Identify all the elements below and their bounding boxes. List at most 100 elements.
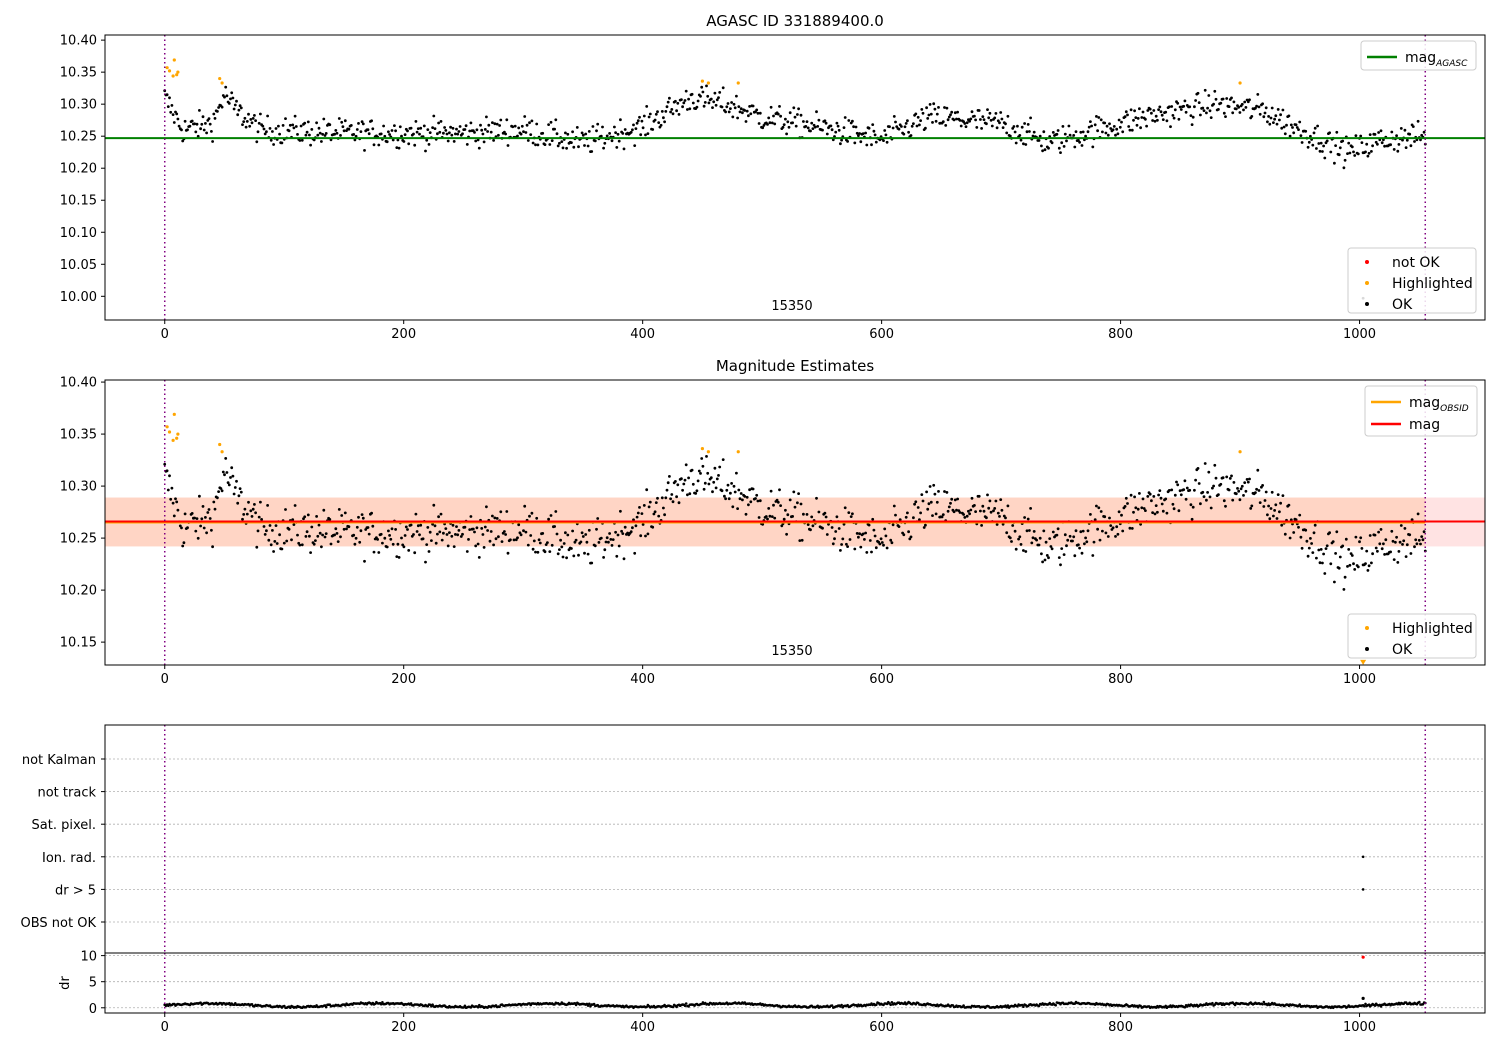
ok-point xyxy=(729,491,732,495)
ok-point xyxy=(1405,138,1409,142)
ok-point xyxy=(1097,506,1101,510)
ok-point xyxy=(943,490,946,493)
ok-point xyxy=(891,126,895,130)
ok-point xyxy=(1322,144,1325,148)
ok-point xyxy=(1323,156,1327,160)
ok-point xyxy=(316,133,320,137)
ok-point xyxy=(680,477,683,481)
ok-point xyxy=(641,126,645,130)
ok-point xyxy=(210,130,213,133)
ok-point xyxy=(761,522,765,526)
legend-box xyxy=(1360,40,1477,71)
ok-point xyxy=(473,131,476,134)
ok-point xyxy=(665,488,669,492)
ok-point xyxy=(726,483,730,487)
ok-point xyxy=(1322,552,1325,556)
ok-point xyxy=(805,513,809,516)
ok-point xyxy=(985,122,988,126)
ok-point xyxy=(1272,514,1275,518)
ok-point xyxy=(703,101,707,104)
ok-point xyxy=(1267,504,1270,508)
ok-point xyxy=(306,120,310,124)
ok-point xyxy=(1230,96,1233,100)
ok-point xyxy=(830,526,834,529)
ok-point xyxy=(1178,489,1182,493)
dr-point xyxy=(379,1002,383,1006)
ok-point xyxy=(1203,462,1207,465)
ok-point xyxy=(476,138,480,142)
ok-point xyxy=(756,499,760,503)
ok-point xyxy=(623,525,627,529)
ok-point xyxy=(1390,130,1394,134)
dr-point xyxy=(1262,1000,1266,1004)
ok-point xyxy=(468,129,472,133)
ok-point xyxy=(334,527,338,531)
y-tick-label: 10.15 xyxy=(60,194,97,209)
ok-point xyxy=(415,130,419,134)
ok-point xyxy=(648,500,652,504)
ok-point xyxy=(315,515,318,518)
ok-point xyxy=(871,123,875,126)
ok-point xyxy=(666,100,670,104)
ok-point xyxy=(181,544,185,548)
ok-point xyxy=(389,537,393,541)
ok-point xyxy=(909,535,913,539)
ok-point xyxy=(825,533,829,536)
ok-point xyxy=(1177,117,1181,121)
ok-point xyxy=(619,118,622,122)
ok-point xyxy=(266,504,269,507)
ok-point xyxy=(725,105,729,109)
ok-point xyxy=(1280,523,1284,527)
ok-point xyxy=(718,91,722,94)
ok-point xyxy=(956,497,959,501)
ok-point xyxy=(1311,551,1315,554)
ok-point xyxy=(395,555,399,558)
ok-point xyxy=(180,128,183,132)
ok-point xyxy=(489,530,493,533)
ok-point xyxy=(642,114,646,118)
x-tick-label: 1000 xyxy=(1343,672,1376,687)
ok-point xyxy=(1288,536,1292,540)
ok-point xyxy=(317,126,321,130)
ok-point xyxy=(1099,118,1103,122)
ok-point xyxy=(1074,130,1078,134)
ok-point xyxy=(761,126,765,130)
ok-point xyxy=(583,551,586,555)
ok-point xyxy=(226,481,230,484)
ok-point xyxy=(907,530,910,534)
ok-point xyxy=(871,517,875,521)
ok-point xyxy=(464,124,468,128)
ok-point xyxy=(919,119,922,122)
ok-point xyxy=(359,130,363,134)
ok-point xyxy=(732,484,736,488)
ok-point xyxy=(617,139,621,143)
ok-point xyxy=(454,132,457,136)
ok-point xyxy=(1234,492,1238,496)
ok-point xyxy=(635,121,639,125)
ok-point xyxy=(859,140,863,144)
y-tick-label: 0 xyxy=(89,1002,97,1017)
ok-point xyxy=(979,509,982,513)
ok-point xyxy=(874,546,878,550)
ok-point xyxy=(1042,130,1046,134)
ok-point xyxy=(1269,116,1273,120)
ok-point xyxy=(554,118,558,122)
ok-point xyxy=(816,125,820,128)
ok-point xyxy=(703,481,707,485)
ok-point xyxy=(982,509,986,513)
ok-point xyxy=(1273,509,1276,512)
ok-point xyxy=(1337,566,1341,570)
ok-point xyxy=(1012,125,1016,128)
ok-point xyxy=(1356,152,1360,156)
ok-point xyxy=(257,515,261,519)
ok-point xyxy=(918,123,921,127)
ok-point xyxy=(1287,114,1291,118)
ok-point xyxy=(293,114,297,118)
ok-point xyxy=(543,143,547,147)
ok-point xyxy=(467,538,470,541)
ok-point xyxy=(499,510,503,514)
ok-point xyxy=(1115,525,1119,529)
ok-point xyxy=(1354,535,1358,539)
ok-point xyxy=(687,97,690,101)
ok-point xyxy=(488,539,492,543)
